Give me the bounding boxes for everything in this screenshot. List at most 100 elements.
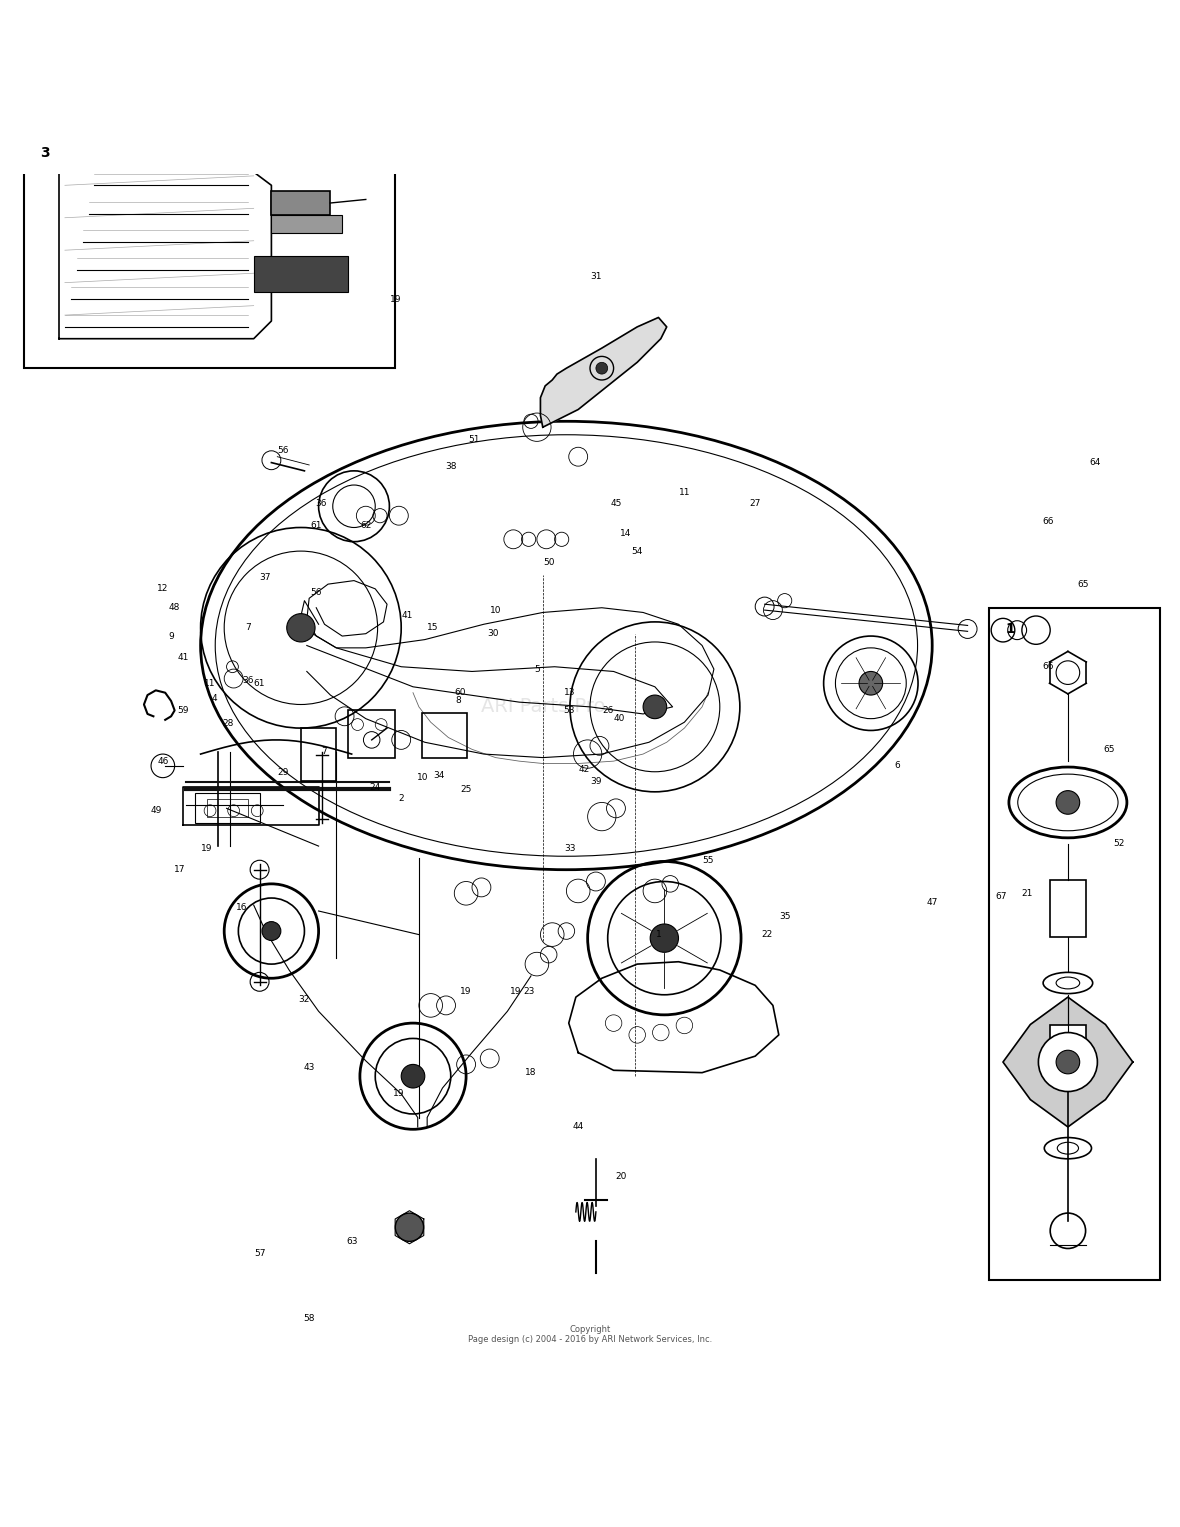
Bar — [1050, 881, 1086, 938]
Text: 19: 19 — [389, 295, 401, 304]
Text: 36: 36 — [242, 676, 254, 686]
Text: 40: 40 — [614, 715, 625, 724]
Text: 25: 25 — [460, 785, 472, 794]
Text: 47: 47 — [926, 898, 938, 907]
Text: 66: 66 — [1042, 518, 1054, 527]
Text: 53: 53 — [563, 705, 575, 715]
Text: 65: 65 — [1103, 745, 1115, 754]
Text: 56: 56 — [310, 588, 322, 597]
Text: 2: 2 — [399, 794, 404, 803]
Text: 10: 10 — [490, 606, 502, 614]
Text: 32: 32 — [299, 996, 310, 1003]
Polygon shape — [569, 962, 779, 1072]
Text: 45: 45 — [610, 499, 622, 508]
Bar — [271, 215, 342, 232]
Circle shape — [596, 362, 608, 374]
Text: 21: 21 — [1021, 889, 1032, 898]
Text: 23: 23 — [523, 986, 535, 996]
Text: 10: 10 — [417, 773, 428, 782]
Circle shape — [650, 924, 678, 953]
Text: 55: 55 — [702, 855, 714, 864]
Text: 66: 66 — [1042, 663, 1054, 672]
Text: 58: 58 — [303, 1313, 315, 1322]
Bar — [348, 710, 395, 757]
Bar — [422, 713, 467, 757]
Bar — [301, 728, 336, 782]
Circle shape — [1056, 791, 1080, 814]
Text: 37: 37 — [260, 573, 271, 582]
Text: 59: 59 — [177, 705, 189, 715]
Text: 30: 30 — [487, 629, 499, 638]
Text: 50: 50 — [543, 559, 555, 568]
Text: 61: 61 — [254, 680, 266, 687]
Text: 9: 9 — [169, 632, 173, 640]
Text: 3: 3 — [40, 147, 50, 160]
Text: 35: 35 — [779, 913, 791, 921]
Text: 7: 7 — [245, 623, 250, 632]
Text: 1: 1 — [656, 930, 661, 939]
Text: 11: 11 — [678, 487, 690, 496]
Polygon shape — [540, 318, 667, 428]
Text: 57: 57 — [254, 1249, 266, 1258]
Text: 62: 62 — [360, 521, 372, 530]
Text: 46: 46 — [157, 757, 169, 765]
Text: 17: 17 — [173, 866, 185, 873]
Text: 4: 4 — [212, 695, 217, 702]
Polygon shape — [1003, 997, 1133, 1127]
Text: 1: 1 — [1005, 621, 1015, 635]
Bar — [254, 257, 348, 292]
Text: 19: 19 — [393, 1089, 405, 1098]
Text: ARI Parts Pro: ARI Parts Pro — [480, 698, 605, 716]
Text: 6: 6 — [894, 762, 899, 770]
Text: 7: 7 — [322, 747, 327, 756]
Text: 26: 26 — [602, 705, 614, 715]
Text: 34: 34 — [433, 771, 445, 780]
Circle shape — [401, 1064, 425, 1089]
Bar — [1050, 1026, 1086, 1083]
Text: 38: 38 — [445, 461, 457, 470]
Text: 43: 43 — [303, 1063, 315, 1072]
Text: 11: 11 — [204, 680, 216, 687]
Text: 18: 18 — [525, 1069, 537, 1077]
Text: 44: 44 — [572, 1122, 584, 1132]
Text: 56: 56 — [277, 446, 289, 455]
Text: 42: 42 — [578, 765, 590, 774]
Bar — [24, 133, 395, 368]
Text: 12: 12 — [157, 585, 169, 594]
Text: 28: 28 — [222, 719, 234, 728]
Text: 33: 33 — [564, 844, 576, 854]
Text: 15: 15 — [427, 623, 439, 632]
Bar — [206, 799, 248, 817]
Bar — [989, 608, 1160, 1280]
Bar — [195, 793, 260, 823]
Text: 39: 39 — [590, 777, 602, 786]
Bar — [271, 191, 330, 215]
Text: 60: 60 — [454, 689, 466, 698]
Text: 61: 61 — [310, 521, 322, 530]
Text: 19: 19 — [510, 986, 522, 996]
Text: 19: 19 — [460, 986, 472, 996]
Text: 31: 31 — [590, 272, 602, 281]
Text: 8: 8 — [455, 696, 460, 705]
Text: 52: 52 — [1113, 840, 1125, 847]
Text: 14: 14 — [620, 528, 631, 538]
Text: 36: 36 — [315, 499, 327, 508]
Text: Copyright: Copyright — [570, 1325, 610, 1335]
Text: 5: 5 — [535, 664, 539, 673]
Circle shape — [643, 695, 667, 719]
Text: 51: 51 — [468, 435, 480, 443]
Text: 29: 29 — [277, 768, 289, 777]
Circle shape — [1056, 1051, 1080, 1073]
Text: 16: 16 — [236, 902, 248, 912]
Circle shape — [262, 922, 281, 941]
Text: 63: 63 — [346, 1237, 358, 1246]
Text: 27: 27 — [749, 499, 761, 508]
Text: Page design (c) 2004 - 2016 by ARI Network Services, Inc.: Page design (c) 2004 - 2016 by ARI Netwo… — [468, 1335, 712, 1344]
Text: 22: 22 — [761, 930, 773, 939]
Text: 64: 64 — [1089, 458, 1101, 467]
Circle shape — [1038, 1032, 1097, 1092]
Circle shape — [859, 672, 883, 695]
Text: 20: 20 — [615, 1173, 627, 1180]
Text: 41: 41 — [177, 654, 189, 661]
Text: 67: 67 — [995, 892, 1007, 901]
